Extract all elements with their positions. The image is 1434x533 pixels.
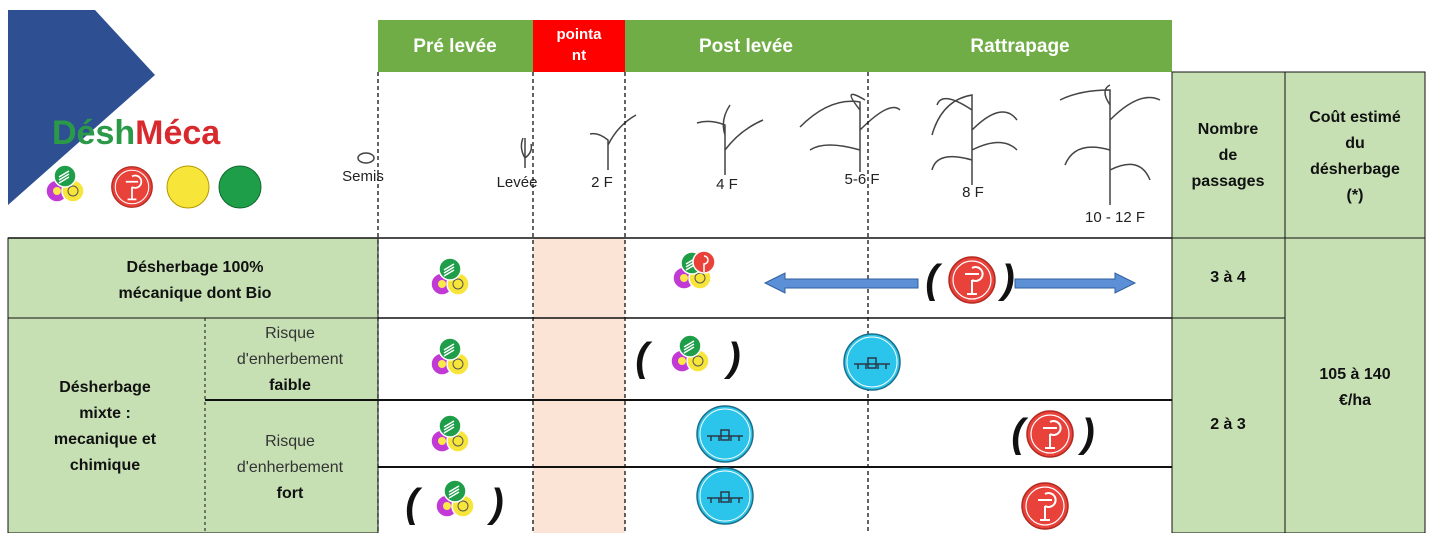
header-cell bbox=[625, 20, 1172, 72]
header-label: passages bbox=[1192, 173, 1265, 190]
logo-part: Désh bbox=[52, 114, 135, 152]
header-label: pointa bbox=[557, 26, 603, 43]
logo-shape bbox=[8, 10, 155, 205]
mechanical-icon bbox=[430, 414, 470, 453]
stage-label: 5-6 F bbox=[844, 171, 879, 188]
hoe-icon bbox=[1026, 410, 1074, 458]
risk-label: Risque bbox=[265, 325, 315, 342]
logo-icon bbox=[110, 165, 154, 209]
row-label: mixte : bbox=[79, 405, 131, 422]
bracket: ( bbox=[925, 258, 943, 302]
logo-icon bbox=[166, 165, 210, 209]
risk-label: Risque bbox=[265, 433, 315, 450]
row-label: mécanique dont Bio bbox=[119, 285, 272, 302]
header-label: Post levée bbox=[699, 36, 793, 57]
passages-cell bbox=[1171, 237, 1286, 319]
sprayer-icon bbox=[843, 333, 901, 391]
mechanical-icon bbox=[673, 251, 715, 289]
row-label: chimique bbox=[70, 457, 140, 474]
risk-level: fort bbox=[277, 485, 304, 502]
header-label: Nombre bbox=[1198, 121, 1259, 138]
bracket: ( bbox=[635, 336, 653, 380]
sprayer-icon bbox=[696, 467, 754, 525]
header-label: Rattrapage bbox=[970, 36, 1069, 57]
header-label: du bbox=[1345, 135, 1365, 152]
bracket: ) bbox=[1077, 412, 1094, 456]
hoe-icon bbox=[948, 256, 996, 304]
row-label-cell bbox=[7, 317, 379, 533]
row-label-cell bbox=[7, 237, 379, 319]
logo-icon bbox=[45, 164, 85, 203]
header-label: nt bbox=[572, 47, 586, 64]
logo: DéshMéca bbox=[52, 114, 221, 152]
header-label: de bbox=[1219, 147, 1238, 164]
row-label: Désherbage bbox=[59, 379, 151, 396]
header-cell bbox=[533, 20, 625, 72]
mechanical-icon bbox=[670, 334, 710, 373]
logo-icon bbox=[218, 165, 262, 209]
stage-label: Levée bbox=[497, 174, 538, 191]
header-label: désherbage bbox=[1310, 161, 1400, 178]
header-label: Pré levée bbox=[413, 36, 496, 57]
passages-value: 2 à 3 bbox=[1210, 416, 1246, 433]
risk-level: faible bbox=[269, 377, 311, 394]
row-label: Désherbage 100% bbox=[127, 259, 264, 276]
cost-value: 105 à 140 bbox=[1319, 366, 1390, 383]
bracket: ) bbox=[723, 336, 740, 380]
logo-part: Méca bbox=[135, 114, 221, 152]
mechanical-icon bbox=[430, 337, 470, 376]
bracket: ( bbox=[405, 482, 423, 526]
stage-label: 8 F bbox=[962, 184, 984, 201]
mechanical-icon bbox=[430, 257, 470, 296]
risk-label: d'enherbement bbox=[237, 459, 344, 476]
header-cell bbox=[1284, 71, 1426, 239]
double-arrow bbox=[763, 272, 1137, 294]
risk-label: d'enherbement bbox=[237, 351, 344, 368]
header-label: (*) bbox=[1347, 187, 1364, 204]
stage-label: 2 F bbox=[591, 174, 613, 191]
pointant-band bbox=[533, 238, 625, 533]
sprayer-icon bbox=[696, 405, 754, 463]
plant-sketches bbox=[357, 84, 1161, 205]
cost-value: €/ha bbox=[1339, 392, 1371, 409]
mechanical-icon bbox=[435, 479, 475, 518]
passages-value: 3 à 4 bbox=[1210, 269, 1246, 286]
passages-cell bbox=[1171, 317, 1286, 533]
hoe-icon bbox=[1021, 482, 1069, 530]
cost-cell bbox=[1284, 237, 1426, 533]
stage-label: 4 F bbox=[716, 176, 738, 193]
stage-label: 10 - 12 F bbox=[1085, 209, 1145, 226]
bracket: ) bbox=[997, 258, 1014, 302]
header-label: Coût estimé bbox=[1309, 109, 1401, 126]
header-cell bbox=[378, 20, 533, 72]
stage-label: Semis bbox=[342, 168, 384, 185]
row-label: mecanique et bbox=[54, 431, 157, 448]
bracket: ) bbox=[486, 482, 503, 526]
